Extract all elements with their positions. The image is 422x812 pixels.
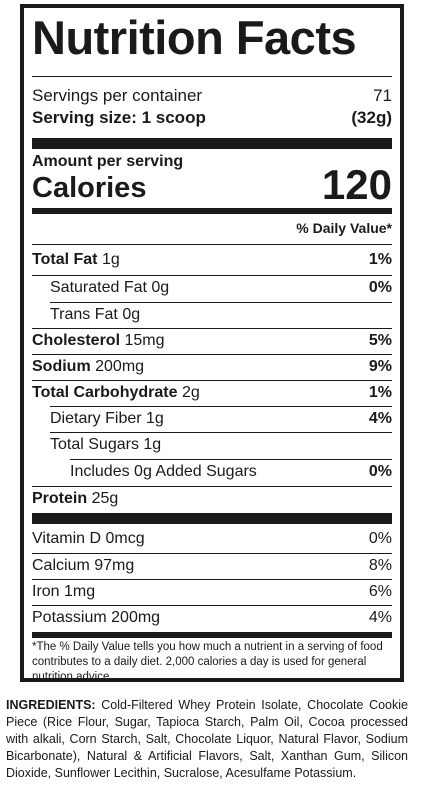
vitamin-dv: 8% xyxy=(368,557,392,574)
nutrient-row-cholesterol: Cholesterol 15mg 5% xyxy=(32,332,392,350)
vitamin-row: Calcium 97mg 8% xyxy=(32,557,392,575)
divider xyxy=(32,354,392,355)
nutrient-dv: 5% xyxy=(368,332,392,349)
servings-per-container-row: Servings per container 71 xyxy=(32,86,392,106)
daily-value-footnote: *The % Daily Value tells you how much a … xyxy=(32,641,383,683)
nutrient-name: Total Carbohydrate xyxy=(32,384,178,401)
nutrient-row-trans-fat: Trans Fat 0g xyxy=(50,306,392,324)
ingredients-label: INGREDIENTS: xyxy=(6,698,96,712)
nutrient-name: Trans Fat 0g xyxy=(50,306,141,323)
nutrient-amount: 1g xyxy=(101,251,120,268)
nutrient-dv: 9% xyxy=(368,358,392,375)
nutrient-amount: 2g xyxy=(181,384,200,401)
thick-divider xyxy=(32,138,392,149)
nutrient-amount: 200mg xyxy=(95,358,145,375)
nutrient-name: Protein xyxy=(32,490,88,507)
divider xyxy=(70,459,392,460)
nutrient-name: Total Fat xyxy=(32,251,98,268)
divider xyxy=(32,328,392,329)
divider xyxy=(32,553,392,554)
thick-divider xyxy=(32,513,392,524)
divider xyxy=(50,406,392,407)
vitamin-label: Vitamin D 0mcg xyxy=(32,530,145,547)
calories-label: Calories xyxy=(32,172,147,204)
divider xyxy=(50,432,392,433)
divider xyxy=(32,605,392,606)
divider xyxy=(32,244,392,245)
nutrient-dv: 4% xyxy=(368,410,392,427)
nutrient-row-saturated-fat: Saturated Fat 0g 0% xyxy=(50,279,392,297)
nutrient-name: Includes 0g Added Sugars xyxy=(70,463,257,480)
vitamin-dv: 6% xyxy=(368,583,392,600)
servings-label: Servings per container xyxy=(32,86,203,105)
vitamin-label: Potassium 200mg xyxy=(32,609,161,626)
nutrient-dv: 0% xyxy=(368,279,392,296)
nutrient-name: Sodium xyxy=(32,358,91,375)
vitamin-dv: 4% xyxy=(368,609,392,626)
daily-value-header: % Daily Value* xyxy=(296,220,392,236)
nutrient-row-added-sugars: Includes 0g Added Sugars 0% xyxy=(70,463,392,481)
vitamin-label: Calcium 97mg xyxy=(32,557,135,574)
nutrient-amount: 25g xyxy=(91,490,119,507)
medium-divider xyxy=(32,208,392,214)
vitamin-row: Vitamin D 0mcg 0% xyxy=(32,530,392,548)
nutrient-dv: 1% xyxy=(368,251,392,268)
amount-per-serving: Amount per serving xyxy=(32,153,184,170)
nutrient-amount: 15mg xyxy=(124,332,165,349)
nutrient-row-protein: Protein 25g xyxy=(32,490,392,508)
calories-value: 120 xyxy=(321,161,392,208)
divider xyxy=(32,275,392,276)
vitamin-row: Potassium 200mg 4% xyxy=(32,609,392,627)
divider xyxy=(32,76,392,77)
nutrient-name: Dietary Fiber 1g xyxy=(50,410,164,427)
divider xyxy=(32,579,392,580)
nutrient-name: Total Sugars 1g xyxy=(50,436,162,453)
divider xyxy=(50,302,392,303)
nutrient-dv: 1% xyxy=(368,384,392,401)
nutrient-row-dietary-fiber: Dietary Fiber 1g 4% xyxy=(50,410,392,428)
divider xyxy=(32,380,392,381)
nutrient-name: Saturated Fat 0g xyxy=(50,279,170,296)
nutrient-row-total-sugars: Total Sugars 1g xyxy=(50,436,392,454)
serving-size-value: (32g) xyxy=(351,108,392,127)
nutrient-row-total-fat: Total Fat 1g 1% xyxy=(32,251,392,269)
medium-divider xyxy=(32,632,392,638)
servings-value: 71 xyxy=(373,86,392,105)
vitamin-dv: 0% xyxy=(368,530,392,547)
nutrition-facts-title: Nutrition Facts xyxy=(32,11,357,64)
nutrient-dv: 0% xyxy=(368,463,392,480)
divider xyxy=(32,486,392,487)
serving-size-label: Serving size: 1 scoop xyxy=(32,108,206,127)
ingredients-statement: INGREDIENTS: Cold-Filtered Whey Protein … xyxy=(6,697,408,782)
vitamin-label: Iron 1mg xyxy=(32,583,96,600)
ingredients-text: Cold-Filtered Whey Protein Isolate, Choc… xyxy=(6,698,408,780)
nutrient-row-sodium: Sodium 200mg 9% xyxy=(32,358,392,376)
nutrient-name: Cholesterol xyxy=(32,332,121,349)
serving-size-row: Serving size: 1 scoop (32g) xyxy=(32,108,392,128)
nutrition-facts-panel: Nutrition Facts Servings per container 7… xyxy=(20,4,404,683)
nutrient-row-total-carbohydrate: Total Carbohydrate 2g 1% xyxy=(32,384,392,402)
vitamin-row: Iron 1mg 6% xyxy=(32,583,392,601)
